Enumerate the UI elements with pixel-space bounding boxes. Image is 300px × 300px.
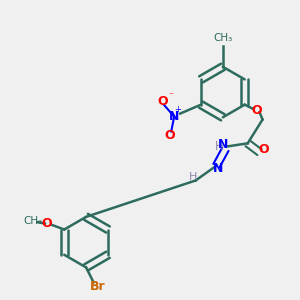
Text: Br: Br [90,280,106,293]
Text: CH₃: CH₃ [213,33,232,43]
Text: O: O [259,143,269,156]
Text: O: O [164,129,175,142]
Text: +: + [174,105,181,114]
Text: O: O [157,95,168,108]
Text: O: O [41,217,52,230]
Text: ⁻: ⁻ [169,91,174,101]
Text: N: N [169,110,179,123]
Text: H: H [188,172,197,182]
Text: N: N [213,162,223,175]
Text: O: O [251,104,262,117]
Text: CH₃: CH₃ [23,216,43,226]
Text: N: N [218,138,228,151]
Text: H: H [215,140,224,153]
